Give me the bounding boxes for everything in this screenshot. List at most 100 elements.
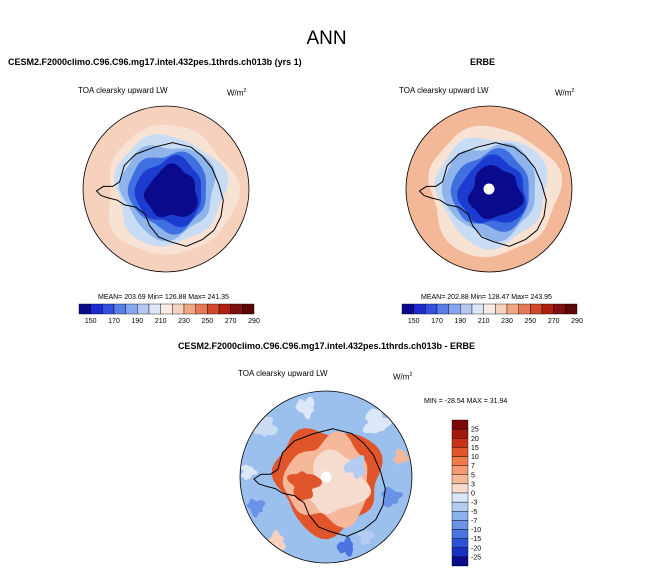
colorbar-swatch [495, 303, 508, 315]
colorbar-swatch [451, 483, 469, 494]
colorbar-swatch [451, 456, 469, 466]
colorbar-tick-label: -7 [471, 518, 477, 525]
diff-positive-spot [286, 471, 323, 502]
antarctica-coastline [418, 142, 547, 247]
obs-units-label: W/m2 [555, 88, 575, 98]
colorbar-tick-label: 250 [524, 318, 536, 325]
colorbar-swatch [413, 303, 426, 315]
colorbar-swatch [460, 303, 473, 315]
colorbar-swatch [401, 303, 414, 315]
model-panel-title: CESM2.F2000climo.C96.C96.mg17.intel.432p… [8, 57, 302, 67]
colorbar-swatch [183, 303, 196, 315]
diff-patch [295, 396, 315, 420]
colorbar-tick-label: -3 [471, 500, 477, 507]
colorbar-swatch [451, 511, 469, 521]
colorbar-swatch [451, 465, 469, 475]
ice-sheet-core [467, 165, 524, 220]
colorbar-swatch [471, 303, 484, 315]
model-variable-label: TOA clearsky upward LW [78, 86, 168, 95]
colorbar-swatch [148, 303, 161, 315]
diff-patch [357, 530, 375, 545]
colorbar-swatch [451, 520, 469, 530]
colorbar-tick-label: 290 [248, 318, 260, 325]
obs-variable-label: TOA clearsky upward LW [399, 86, 489, 95]
colorbar-swatch [451, 419, 469, 430]
diff-patch [381, 486, 403, 508]
colorbar-tick-label: -20 [471, 545, 481, 552]
map-boundary [239, 390, 413, 564]
colorbar-tick-label: 190 [131, 318, 143, 325]
colorbar-swatch [506, 303, 519, 315]
antarctica-coastline [253, 428, 386, 537]
colorbar-swatch [172, 303, 185, 315]
colorbar-tick-label: 210 [155, 318, 167, 325]
map-boundary [82, 105, 250, 273]
colorbar-swatch [451, 547, 469, 558]
colorbar-tick-label: 250 [201, 318, 213, 325]
colorbar-tick-label: 270 [548, 318, 560, 325]
colorbar-swatch [207, 303, 220, 315]
pole-hole [483, 183, 495, 195]
colorbar-tick-label: 20 [471, 436, 479, 443]
colorbar-swatch [451, 529, 469, 539]
colorbar-swatch [137, 303, 150, 315]
colorbar-swatch [518, 303, 531, 315]
colorbar-swatch [113, 303, 126, 315]
obs-colorbar: 150 170 190 210 230 250 270 290 [401, 303, 583, 325]
colorbar-tick-label: 290 [571, 318, 583, 325]
colorbar-tick-label: 190 [454, 318, 466, 325]
diff-patch [392, 448, 411, 465]
diff-units-label: W/m2 [393, 372, 413, 382]
colorbar-swatch [451, 492, 469, 503]
antarctica-coastline [95, 142, 224, 247]
colorbar-swatch [451, 538, 469, 548]
colorbar-swatch [436, 303, 449, 315]
diff-map [239, 390, 413, 564]
page-title: ANN [306, 28, 347, 49]
diff-patch [240, 464, 258, 480]
colorbar-tick-label: -5 [471, 509, 477, 516]
colorbar-tick-label: 210 [478, 318, 490, 325]
colorbar-tick-label: 15 [471, 445, 479, 452]
diff-patch [246, 498, 266, 518]
colorbar-swatch [553, 303, 566, 315]
colorbar-tick-label: 3 [471, 481, 475, 488]
diff-colorbar: 25 20 15 10 7 5 3 0 -3 -5 -7 -10 -15 -20 -25 [451, 419, 481, 567]
colorbar-swatch [451, 501, 469, 512]
colorbar-swatch [451, 556, 469, 567]
diff-variable-label: TOA clearsky upward LW [238, 369, 328, 378]
colorbar-tick-label: 270 [225, 318, 237, 325]
colorbar-tick-label: 150 [408, 318, 420, 325]
colorbar-swatch [530, 303, 543, 315]
colorbar-swatch [565, 303, 578, 315]
colorbar-tick-label: 230 [501, 318, 513, 325]
colorbar-swatch [451, 438, 469, 448]
pole-hole [320, 471, 332, 483]
obs-panel-title: ERBE [470, 57, 496, 67]
colorbar-swatch [195, 303, 208, 315]
colorbar-swatch [230, 303, 243, 315]
colorbar-swatch [451, 428, 469, 439]
colorbar-tick-label: 230 [178, 318, 190, 325]
colorbar-tick-label: 10 [471, 454, 479, 461]
colorbar-swatch [218, 303, 231, 315]
colorbar-tick-label: 0 [471, 491, 475, 498]
colorbar-tick-label: 5 [471, 472, 475, 479]
colorbar-swatch [451, 474, 469, 485]
diff-panel-title: CESM2.F2000climo.C96.C96.mg17.intel.432p… [177, 341, 476, 351]
colorbar-tick-label: 170 [108, 318, 120, 325]
colorbar-swatch [448, 303, 461, 315]
ice-sheet-core [143, 163, 198, 218]
colorbar-swatch [90, 303, 103, 315]
colorbar-swatch [78, 303, 91, 315]
diff-patch [362, 408, 393, 434]
obs-map [405, 105, 573, 273]
model-map [82, 105, 250, 273]
model-units-label: W/m2 [227, 88, 247, 98]
colorbar-tick-label: 25 [471, 427, 479, 434]
colorbar-tick-label: 150 [85, 318, 97, 325]
diff-stats-label: MIN = -28.54 MAX = 31.94 [424, 398, 508, 405]
colorbar-swatch [483, 303, 496, 315]
model-stats-label: MEAN= 203.69 Min= 126.88 Max= 241.35 [98, 294, 229, 301]
